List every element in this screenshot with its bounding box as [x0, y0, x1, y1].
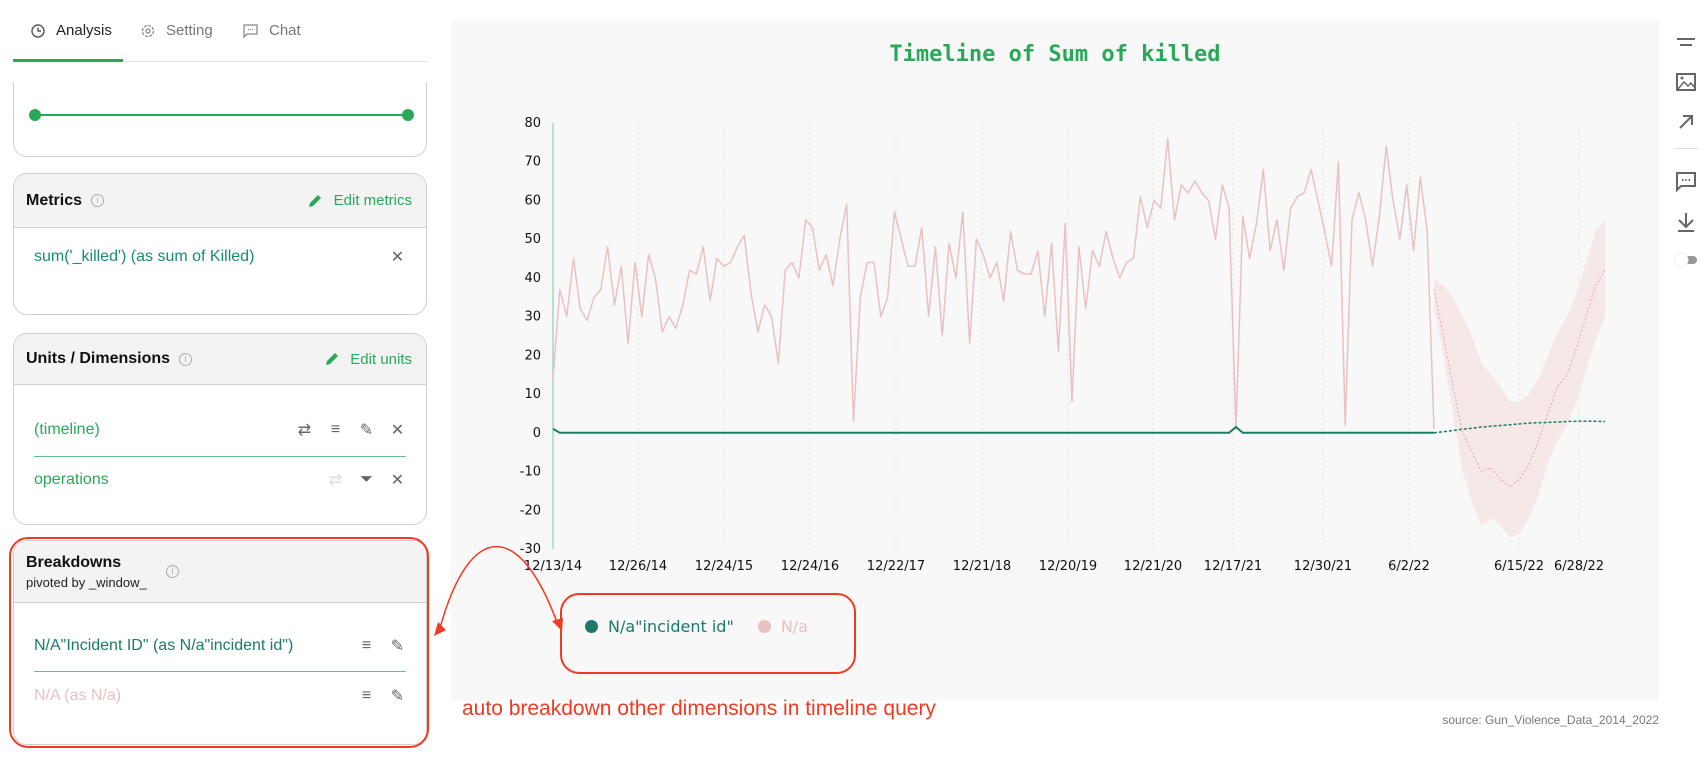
metric-item[interactable]: sum('_killed') (as sum of Killed) ✕	[34, 248, 406, 266]
unit-item-operations[interactable]: operations ⇄ ⏷ ✕	[34, 471, 406, 489]
source-label: source: Gun_Violence_Data_2014_2022	[1442, 713, 1659, 727]
edit-units-button[interactable]: Edit units	[323, 351, 412, 368]
pencil-icon	[323, 351, 340, 368]
series-line-incident-id	[552, 425, 1434, 434]
x-tick-label: 12/17/21	[1204, 559, 1262, 574]
toggle-switch[interactable]	[1672, 248, 1700, 272]
y-tick-label: 0	[533, 426, 541, 441]
y-tick-label: 40	[524, 271, 541, 286]
y-tick-label: 70	[524, 155, 541, 170]
x-tick-label: 12/21/20	[1124, 559, 1182, 574]
y-tick-label: 80	[524, 116, 541, 131]
forecast-confidence-band	[1434, 219, 1605, 538]
x-tick-label: 12/13/14	[524, 559, 582, 574]
y-tick-label: -20	[520, 503, 541, 518]
x-tick-label: 12/21/18	[953, 559, 1011, 574]
y-tick-label: 60	[524, 193, 541, 208]
active-tab-indicator	[13, 59, 123, 62]
sort-icon[interactable]: ≡	[330, 421, 341, 438]
range-slider-card	[13, 82, 427, 157]
metrics-title: Metrics	[26, 191, 83, 209]
close-icon[interactable]: ✕	[390, 472, 405, 489]
y-tick-label: -30	[520, 542, 541, 557]
tab-chat[interactable]: Chat	[242, 22, 301, 39]
chat-icon	[242, 22, 259, 39]
x-tick-label: 12/20/19	[1039, 559, 1097, 574]
metric-label: sum('_killed') (as sum of Killed)	[34, 248, 255, 265]
menu-icon[interactable]	[1672, 30, 1700, 54]
filter-icon[interactable]: ⏷	[360, 471, 373, 488]
x-tick-label: 12/24/16	[781, 559, 839, 574]
tab-setting[interactable]: Setting	[139, 22, 213, 39]
row-divider	[34, 456, 406, 457]
edit-units-label: Edit units	[350, 350, 412, 368]
y-tick-label: 30	[524, 310, 541, 325]
annotation-text: auto breakdown other dimensions in timel…	[462, 697, 936, 720]
info-icon: i	[179, 352, 193, 366]
units-title: Units / Dimensions	[26, 350, 171, 367]
expand-icon[interactable]	[1672, 110, 1700, 134]
x-tick-label: 12/22/17	[867, 559, 925, 574]
chart-title: Timeline of Sum of killed	[889, 42, 1221, 67]
x-tick-label: 12/24/15	[695, 559, 753, 574]
slider-handle-start[interactable]	[29, 109, 41, 121]
units-header: Units / Dimensions i Edit units	[14, 334, 426, 385]
slider-track	[35, 114, 407, 116]
edit-metrics-label: Edit metrics	[333, 192, 412, 209]
info-icon: i	[91, 194, 105, 207]
x-tick-label: 12/26/14	[609, 559, 667, 574]
comment-icon[interactable]	[1672, 170, 1700, 194]
pivot-icon[interactable]: ⇄	[297, 422, 312, 439]
tab-bar: Analysis Setting Chat	[13, 0, 427, 62]
metrics-card: Metrics i Edit metrics sum('_killed') (as…	[13, 173, 427, 315]
x-tick-label: 6/2/22	[1388, 559, 1430, 574]
unit-label: operations	[34, 471, 109, 488]
y-tick-label: -10	[520, 465, 541, 480]
gear-icon	[139, 22, 156, 39]
metrics-header: Metrics i Edit metrics	[14, 174, 426, 228]
edit-metrics-button[interactable]: Edit metrics	[307, 192, 412, 209]
forecast-line-incident-id	[1433, 420, 1606, 434]
toolbar-divider	[1674, 148, 1698, 149]
x-tick-label: 6/15/22	[1494, 559, 1544, 574]
y-tick-label: 50	[524, 232, 541, 247]
series-line-na	[552, 137, 1435, 430]
y-tick-label: 10	[524, 387, 541, 402]
slider-handle-end[interactable]	[402, 109, 414, 121]
y-tick-label: 20	[524, 348, 541, 363]
tab-label: Setting	[166, 22, 213, 39]
close-icon[interactable]: ✕	[390, 249, 405, 266]
unit-label: (timeline)	[34, 421, 100, 438]
pivot-icon: ⇄	[328, 472, 343, 489]
close-icon[interactable]: ✕	[390, 422, 405, 439]
image-icon[interactable]	[1672, 70, 1700, 94]
x-tick-label: 12/30/21	[1294, 559, 1352, 574]
download-icon[interactable]	[1672, 210, 1700, 234]
x-tick-label: 6/28/22	[1554, 559, 1604, 574]
units-card: Units / Dimensions i Edit units (timeline…	[13, 333, 427, 525]
tab-label: Chat	[269, 22, 301, 39]
pencil-icon[interactable]: ✎	[359, 422, 374, 439]
unit-item-timeline[interactable]: (timeline) ⇄ ≡ ✎ ✕	[34, 421, 406, 439]
tab-label: Analysis	[56, 22, 112, 39]
tab-analysis[interactable]: Analysis	[29, 22, 112, 39]
clock-icon	[29, 22, 46, 39]
pencil-icon	[307, 192, 324, 209]
